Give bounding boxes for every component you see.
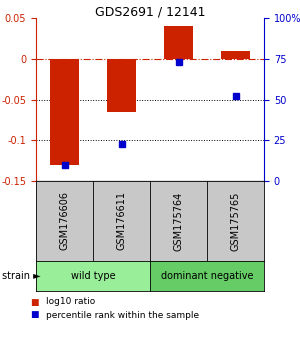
Text: log10 ratio: log10 ratio — [46, 297, 96, 307]
Text: ■: ■ — [30, 310, 38, 320]
Text: GSM176606: GSM176606 — [59, 192, 70, 251]
Text: ■: ■ — [30, 297, 38, 307]
Text: GSM175765: GSM175765 — [230, 191, 241, 251]
Text: dominant negative: dominant negative — [161, 271, 253, 281]
Bar — [164, 26, 193, 59]
Text: GDS2691 / 12141: GDS2691 / 12141 — [95, 5, 205, 18]
Text: GSM176611: GSM176611 — [116, 192, 127, 251]
Text: strain ►: strain ► — [2, 271, 40, 281]
Bar — [50, 59, 79, 165]
Text: percentile rank within the sample: percentile rank within the sample — [46, 310, 200, 320]
Text: wild type: wild type — [71, 271, 115, 281]
Bar — [107, 59, 136, 112]
Text: GSM175764: GSM175764 — [173, 192, 184, 251]
Bar — [221, 51, 250, 59]
